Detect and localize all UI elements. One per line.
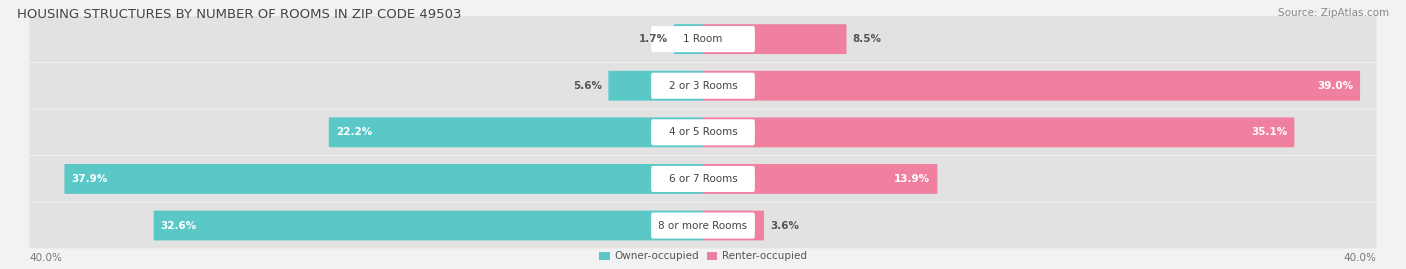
Text: 8 or more Rooms: 8 or more Rooms xyxy=(658,221,748,231)
FancyBboxPatch shape xyxy=(703,164,938,194)
Text: 1 Room: 1 Room xyxy=(683,34,723,44)
FancyBboxPatch shape xyxy=(651,119,755,145)
FancyBboxPatch shape xyxy=(65,164,703,194)
Text: 35.1%: 35.1% xyxy=(1251,127,1288,137)
Text: 4 or 5 Rooms: 4 or 5 Rooms xyxy=(669,127,737,137)
Text: Source: ZipAtlas.com: Source: ZipAtlas.com xyxy=(1278,8,1389,18)
FancyBboxPatch shape xyxy=(673,24,703,54)
Text: 2 or 3 Rooms: 2 or 3 Rooms xyxy=(669,81,737,91)
FancyBboxPatch shape xyxy=(30,109,1376,155)
Text: 40.0%: 40.0% xyxy=(30,253,62,264)
Text: 32.6%: 32.6% xyxy=(160,221,197,231)
Legend: Owner-occupied, Renter-occupied: Owner-occupied, Renter-occupied xyxy=(595,247,811,266)
Text: HOUSING STRUCTURES BY NUMBER OF ROOMS IN ZIP CODE 49503: HOUSING STRUCTURES BY NUMBER OF ROOMS IN… xyxy=(17,8,461,21)
FancyBboxPatch shape xyxy=(30,156,1376,202)
FancyBboxPatch shape xyxy=(651,73,755,99)
FancyBboxPatch shape xyxy=(30,63,1376,109)
FancyBboxPatch shape xyxy=(703,71,1360,101)
FancyBboxPatch shape xyxy=(703,24,846,54)
FancyBboxPatch shape xyxy=(609,71,703,101)
Text: 37.9%: 37.9% xyxy=(72,174,108,184)
Text: 3.6%: 3.6% xyxy=(770,221,800,231)
FancyBboxPatch shape xyxy=(651,213,755,239)
FancyBboxPatch shape xyxy=(703,117,1295,147)
FancyBboxPatch shape xyxy=(329,117,703,147)
FancyBboxPatch shape xyxy=(30,16,1376,62)
Text: 13.9%: 13.9% xyxy=(894,174,931,184)
Text: 39.0%: 39.0% xyxy=(1317,81,1353,91)
FancyBboxPatch shape xyxy=(153,211,703,240)
Text: 6 or 7 Rooms: 6 or 7 Rooms xyxy=(669,174,737,184)
FancyBboxPatch shape xyxy=(651,26,755,52)
FancyBboxPatch shape xyxy=(30,203,1376,248)
Text: 5.6%: 5.6% xyxy=(574,81,602,91)
Text: 1.7%: 1.7% xyxy=(638,34,668,44)
FancyBboxPatch shape xyxy=(703,211,763,240)
Text: 22.2%: 22.2% xyxy=(336,127,373,137)
FancyBboxPatch shape xyxy=(651,166,755,192)
Text: 8.5%: 8.5% xyxy=(853,34,882,44)
Text: 40.0%: 40.0% xyxy=(1344,253,1376,264)
